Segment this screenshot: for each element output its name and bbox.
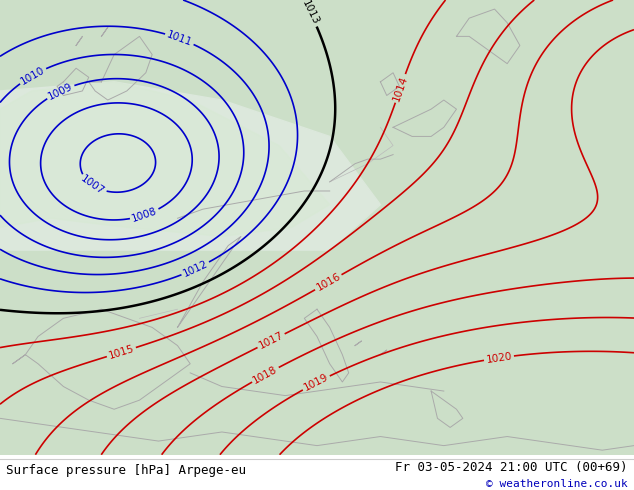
- Text: 1018: 1018: [252, 364, 280, 385]
- Text: 1009: 1009: [46, 81, 74, 101]
- Text: 1011: 1011: [165, 29, 193, 48]
- Text: Surface pressure [hPa] Arpege-eu: Surface pressure [hPa] Arpege-eu: [6, 464, 247, 477]
- Text: 1012: 1012: [181, 259, 209, 279]
- Text: 1017: 1017: [257, 330, 285, 351]
- Text: 1019: 1019: [302, 372, 330, 393]
- Text: 1014: 1014: [391, 74, 410, 102]
- Polygon shape: [0, 82, 380, 250]
- Text: 1015: 1015: [107, 343, 136, 361]
- Text: 1020: 1020: [485, 351, 513, 365]
- Text: 1016: 1016: [314, 271, 342, 293]
- Text: 1010: 1010: [19, 65, 46, 86]
- Text: © weatheronline.co.uk: © weatheronline.co.uk: [486, 479, 628, 489]
- Text: 1007: 1007: [79, 173, 107, 197]
- Text: 1013: 1013: [300, 0, 321, 27]
- Polygon shape: [0, 0, 634, 455]
- Text: Fr 03-05-2024 21:00 UTC (00+69): Fr 03-05-2024 21:00 UTC (00+69): [395, 461, 628, 473]
- Polygon shape: [0, 82, 330, 237]
- Text: 1008: 1008: [131, 206, 158, 224]
